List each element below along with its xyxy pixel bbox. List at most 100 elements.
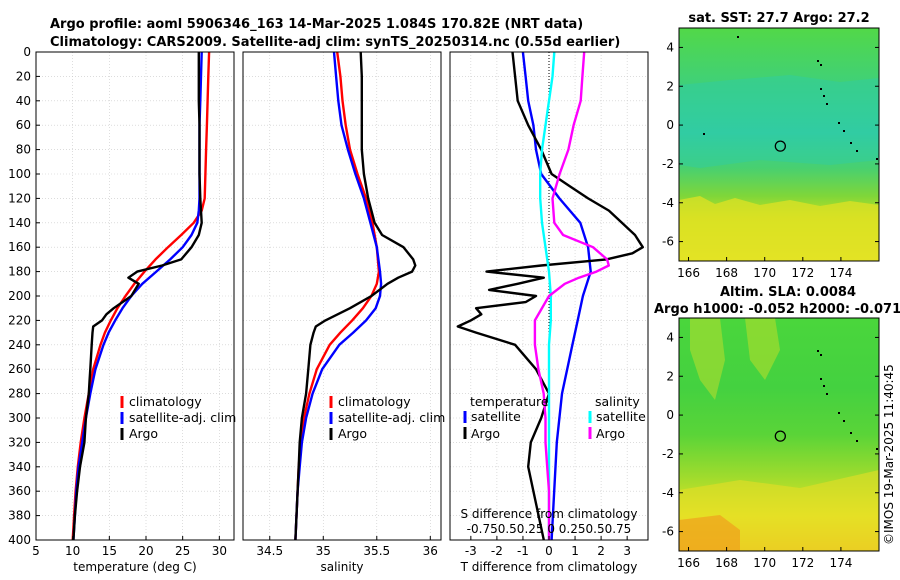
lat-tick-label: -2 <box>662 157 674 171</box>
legend-heading-temperature: temperature <box>470 394 549 409</box>
salinity-legend: climatology satellite-adj. clim Argo <box>329 394 445 441</box>
sla-map-axes-box <box>678 317 880 552</box>
depth-tick-label: 240 <box>8 338 31 352</box>
x-tick-label: 35.5 <box>363 544 390 558</box>
x-tick-label: -1 <box>517 544 529 558</box>
sst-map-longitude-ticks: 166 168 170 172 174 <box>677 257 852 280</box>
x-tick-label: -3 <box>465 544 477 558</box>
temperature-xlabel: temperature (deg C) <box>73 560 196 574</box>
sla-map-longitude-ticks: 166 168 170 172 174 <box>677 547 852 570</box>
x-tick-label: 2 <box>597 544 605 558</box>
depth-tick-label: 40 <box>16 94 31 108</box>
x-tick-label: 15 <box>102 544 117 558</box>
depth-tick-label: 300 <box>8 411 31 425</box>
depth-tick-label: 260 <box>8 362 31 376</box>
sla-high-region <box>690 318 725 400</box>
lat-tick-label: 0 <box>666 408 674 422</box>
cool-tongue-region <box>679 75 879 168</box>
figure-title-line2: Climatology: CARS2009. Satellite-adj cli… <box>50 35 620 50</box>
depth-tick-label: 180 <box>8 265 31 279</box>
salinity-tick-labels: 34.5 35 35.5 36 <box>256 536 438 558</box>
lon-tick-label: 168 <box>715 266 738 280</box>
legend-label-satellite: satellite-adj. clim <box>338 410 445 425</box>
island-outlines <box>703 36 878 160</box>
depth-tick-label: 20 <box>16 69 31 83</box>
series-line-climatology <box>71 52 211 540</box>
depth-tick-label: 360 <box>8 484 31 498</box>
depth-tick-label: 140 <box>8 216 31 230</box>
depth-tick-label: 120 <box>8 191 31 205</box>
series-line-argo <box>72 52 203 540</box>
lat-tick-label: -2 <box>662 447 674 461</box>
difference-legend: temperature satellite Argo salinity sate… <box>463 394 646 441</box>
lat-tick-label: 4 <box>666 330 674 344</box>
x-tick-label: 36 <box>423 544 438 558</box>
argo-location-marker <box>774 430 786 442</box>
salinity-xlabel: salinity <box>320 560 363 574</box>
x-tick-label: 10 <box>65 544 80 558</box>
lon-tick-label: 174 <box>829 266 852 280</box>
sla-high-region-2 <box>745 318 780 380</box>
salinity-axes-box <box>242 51 442 541</box>
salinity-gridlines <box>243 51 441 541</box>
lat-tick-label: -6 <box>662 235 674 249</box>
salinity-lines <box>294 52 417 540</box>
lon-tick-label: 166 <box>677 556 700 570</box>
sst-map-panel: sat. SST: 27.7 Argo: 27.2 166 168 170 172 17… <box>662 11 880 280</box>
depth-tick-label: 100 <box>8 167 31 181</box>
sla-map-title-line1: Altim. SLA: 0.0084 <box>720 285 856 300</box>
temperature-tick-labels: 5 10 15 20 25 30 <box>32 536 227 558</box>
lon-tick-label: 172 <box>791 556 814 570</box>
x-tick-label: 30 <box>212 544 227 558</box>
legend-label-climatology: climatology <box>129 394 202 409</box>
lat-tick-label: -4 <box>662 196 674 210</box>
legend-label-s-satellite: satellite <box>596 409 646 424</box>
lon-tick-label: 168 <box>715 556 738 570</box>
lon-tick-label: 172 <box>791 266 814 280</box>
x-tick-label: 34.5 <box>256 544 283 558</box>
x-tick-label: 1 <box>571 544 579 558</box>
depth-tick-label: 320 <box>8 435 31 449</box>
legend-label-argo: Argo <box>338 426 367 441</box>
series-line-satellite-adj-clim <box>294 52 383 540</box>
lat-tick-label: -6 <box>662 525 674 539</box>
legend-label-satellite: satellite-adj. clim <box>129 410 236 425</box>
island-outlines <box>817 350 878 450</box>
s-difference-axis-label: S difference from climatology <box>461 507 638 521</box>
lon-tick-label: 174 <box>829 556 852 570</box>
series-line-temperature-satellite <box>521 52 592 540</box>
argo-location-marker <box>774 140 786 152</box>
lat-tick-label: -4 <box>662 486 674 500</box>
depth-tick-label: 160 <box>8 240 31 254</box>
depth-tick-label: 280 <box>8 387 31 401</box>
depth-tick-labels: 0 20 40 60 80 100 120 140 160 180 200 220 240 260 280 3… <box>8 45 40 547</box>
depth-tick-label: 200 <box>8 289 31 303</box>
x-tick-label: -2 <box>491 544 503 558</box>
depth-tick-label: 60 <box>16 118 31 132</box>
series-line-temperature-argo <box>456 52 644 540</box>
temperature-lines <box>71 52 211 540</box>
salinity-panel: 34.5 35 35.5 36 salinity climatology satell… <box>242 51 445 574</box>
sla-map-panel: Altim. SLA: 0.0084 Argo h1000: -0.052 h2… <box>654 285 900 570</box>
temperature-panel: 0 20 40 60 80 100 120 140 160 180 200 220 240 260 280 3… <box>8 45 236 574</box>
sst-map-latitude-ticks: 4 2 0 -2 -4 -6 <box>662 40 879 249</box>
difference-xlabel: T difference from climatology <box>460 560 638 574</box>
legend-label-t-satellite: satellite <box>471 409 521 424</box>
depth-tick-label: 80 <box>16 143 31 157</box>
sla-map-title-line2: Argo h1000: -0.052 h2000: -0.071 <box>654 302 900 317</box>
legend-label-s-argo: Argo <box>596 426 625 441</box>
legend-label-t-argo: Argo <box>471 426 500 441</box>
lon-tick-label: 170 <box>753 556 776 570</box>
depth-tick-label: 340 <box>8 460 31 474</box>
legend-label-climatology: climatology <box>338 394 411 409</box>
legend-label-argo: Argo <box>129 426 158 441</box>
depth-tick-label: 220 <box>8 313 31 327</box>
x-tick-label: 25 <box>175 544 190 558</box>
x-tick-label: 0 <box>545 544 553 558</box>
sst-map-title: sat. SST: 27.7 Argo: 27.2 <box>688 11 869 26</box>
lat-tick-label: 2 <box>666 79 674 93</box>
sla-map-latitude-ticks: 4 2 0 -2 -4 -6 <box>662 330 879 539</box>
difference-panel: -3 -2 -1 0 1 2 3 T difference from climatology… <box>449 51 649 574</box>
